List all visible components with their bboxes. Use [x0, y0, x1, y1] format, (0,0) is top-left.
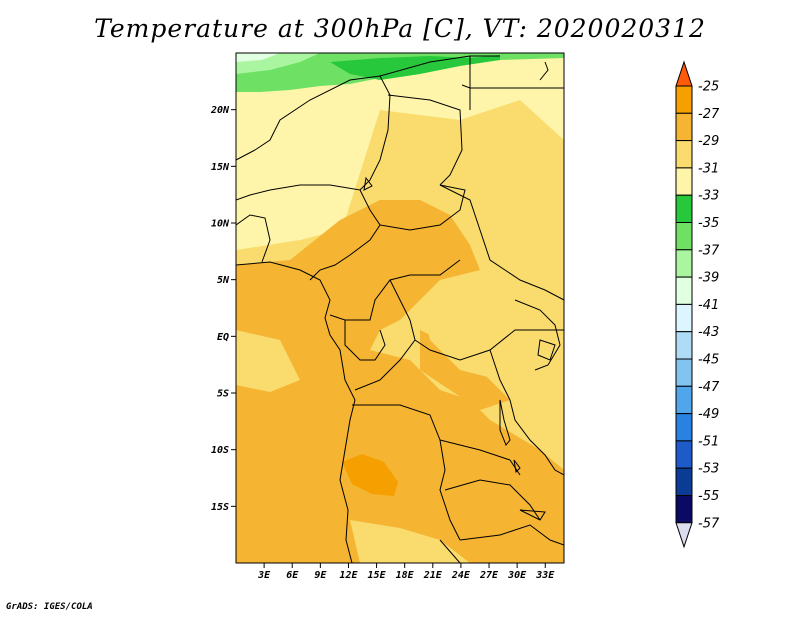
- colorbar-swatch: [675, 303, 693, 333]
- lon-tick-label: 6E: [286, 570, 299, 581]
- colorbar-swatch: [675, 167, 693, 196]
- lon-tick-label: 21E: [423, 570, 443, 581]
- lon-tick-label: 3E: [257, 570, 271, 581]
- colorbar-swatch: [675, 194, 693, 223]
- colorbar-label: -51: [698, 434, 719, 449]
- colorbar-label: -47: [698, 380, 720, 395]
- plot-frame: [235, 52, 565, 564]
- colorbar-label: -35: [698, 216, 719, 231]
- colorbar-swatch: [675, 276, 693, 305]
- colorbar-swatch: [675, 85, 693, 114]
- latitude-axis: 20N 15N 10N 5N EQ 5S 10S 15S: [210, 105, 236, 513]
- lon-tick-label: 12E: [339, 570, 358, 581]
- colorbar-swatch: [675, 140, 693, 169]
- colorbar-bottom-arrow: [675, 522, 693, 549]
- colorbar-swatch: [675, 440, 693, 469]
- lon-tick-label: 24E: [451, 570, 471, 581]
- longitude-axis: 3E 6E 9E 12E 15E 18E 21E 24E 27E 30E 33E: [257, 563, 555, 581]
- colorbar-label: -53: [698, 462, 719, 477]
- colorbar-swatch: [675, 358, 693, 387]
- lat-tick-label: 5S: [217, 389, 229, 400]
- colorbar-label: -31: [698, 161, 719, 176]
- colorbar-swatch: [675, 112, 693, 142]
- colorbar-label: -27: [698, 107, 720, 122]
- colorbar-label: -39: [698, 271, 719, 286]
- colorbar-label: -57: [698, 516, 720, 531]
- colorbar-label: -55: [698, 489, 719, 504]
- colorbar-label: -29: [698, 134, 719, 149]
- lon-tick-label: 30E: [507, 570, 527, 581]
- lakes: [363, 176, 556, 521]
- colorbar-swatch: [675, 249, 693, 278]
- colorbar-label: -37: [698, 243, 720, 258]
- colorbar-label: -45: [698, 353, 719, 368]
- lat-tick-label: 10N: [211, 219, 230, 230]
- colorbar-label: -49: [698, 407, 719, 422]
- lon-tick-label: 9E: [314, 570, 327, 581]
- grads-credit: GrADS: IGES/COLA: [6, 602, 93, 612]
- colorbar-swatch: [675, 467, 693, 497]
- colorbar-swatch: [675, 222, 693, 251]
- lon-tick-label: 33E: [535, 570, 555, 581]
- colorbar-label: -41: [698, 298, 719, 313]
- colorbar-swatch: [675, 413, 693, 442]
- lat-tick-label: 15S: [211, 502, 229, 513]
- lat-tick-label: 20N: [210, 105, 230, 116]
- lon-tick-label: 15E: [368, 570, 387, 581]
- colorbar: -25 -27 -29 -31 -33 -35 -37 -39 -41 -43 -45 -47 -49 -…: [675, 60, 720, 549]
- colorbar-label: -25: [698, 80, 719, 95]
- colorbar-label: -33: [698, 189, 719, 204]
- lon-tick-label: 27E: [479, 570, 499, 581]
- map-title: Temperature at 300hPa [C], VT: 202002031…: [94, 14, 706, 43]
- lat-tick-label: 5N: [217, 275, 230, 286]
- colorbar-label: -43: [698, 325, 719, 340]
- colorbar-swatch: [675, 331, 693, 360]
- temperature-field: [236, 53, 564, 563]
- colorbar-top-arrow: [675, 60, 693, 87]
- colorbar-swatch: [675, 495, 693, 524]
- lat-tick-label: 15N: [211, 162, 230, 173]
- lat-tick-label: 10S: [211, 445, 229, 456]
- colorbar-swatch: [675, 385, 693, 415]
- lon-tick-label: 18E: [396, 570, 415, 581]
- lat-tick-label: EQ: [217, 332, 229, 343]
